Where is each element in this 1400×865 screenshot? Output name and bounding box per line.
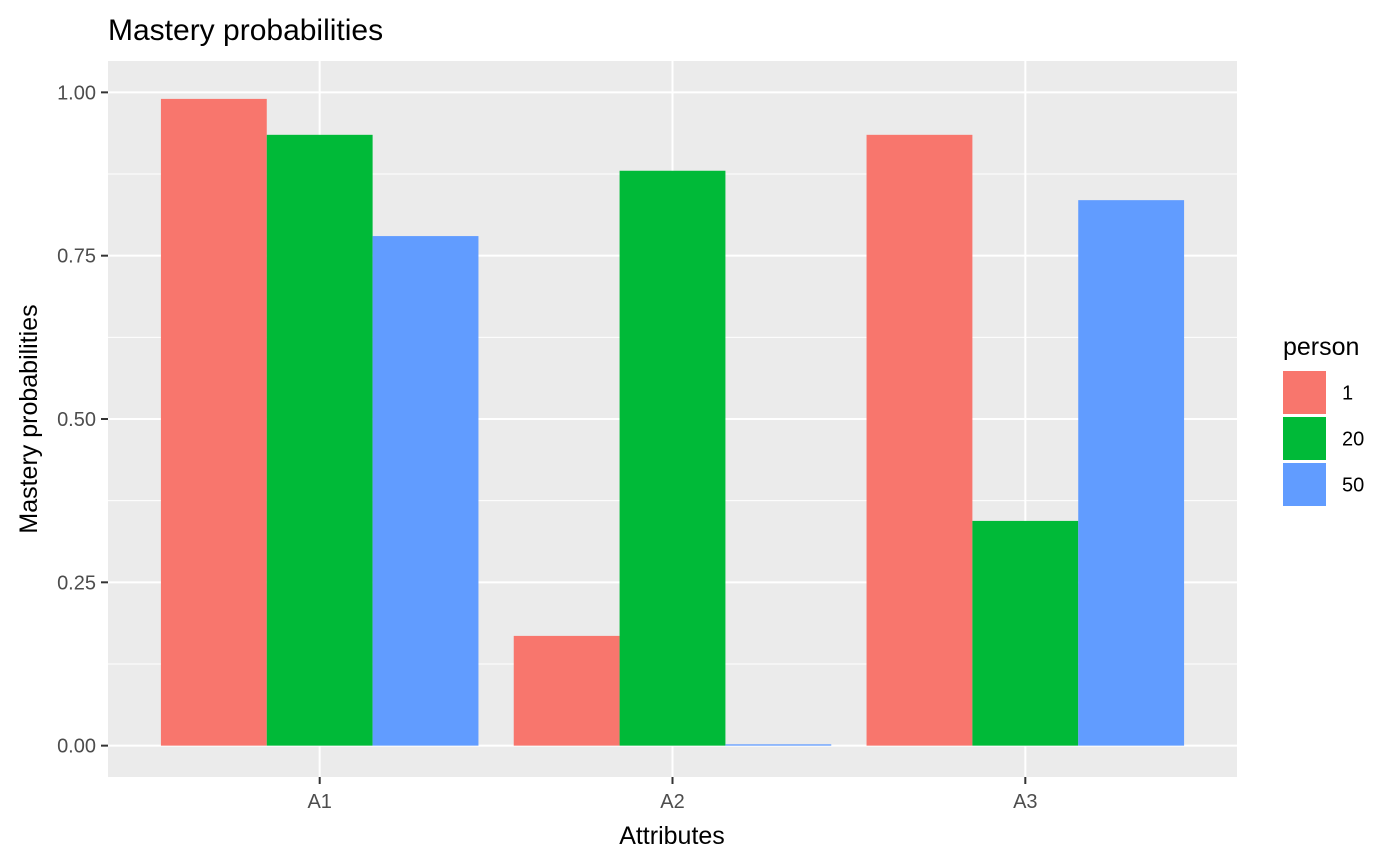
y-tick-label: 0.50: [57, 409, 96, 431]
y-axis-title: Mastery probabilities: [15, 304, 43, 533]
bar-a1-person-1: [160, 98, 267, 746]
legend-key-1: [1283, 371, 1326, 414]
x-axis-title: Attributes: [619, 822, 725, 850]
y-tick-label: 1.00: [57, 82, 96, 104]
bar-a3-person-1: [866, 134, 973, 746]
legend-label-20: 20: [1342, 429, 1364, 451]
chart-title: Mastery probabilities: [108, 14, 383, 47]
legend: person 1 20 50: [1283, 333, 1364, 506]
bar-a1-person-50: [372, 236, 479, 746]
legend-key-50: [1283, 463, 1326, 506]
legend-title: person: [1283, 333, 1359, 361]
y-tick-label: 0.25: [57, 572, 96, 594]
x-axis: A1 A2 A3: [307, 777, 1038, 813]
bar-a2-person-1: [513, 635, 620, 746]
x-tick-label: A3: [1013, 791, 1037, 813]
legend-label-50: 50: [1342, 475, 1364, 497]
legend-label-1: 1: [1342, 383, 1353, 405]
bar-a2-person-20: [619, 170, 726, 746]
x-tick-label: A1: [307, 791, 331, 813]
bars: [160, 98, 1185, 746]
x-tick-label: A2: [660, 791, 684, 813]
y-tick-label: 0.75: [57, 246, 96, 268]
bar-a3-person-50: [1078, 200, 1185, 746]
bar-a3-person-20: [972, 520, 1079, 746]
y-axis: 0.00 0.25 0.50 0.75 1.00: [57, 82, 108, 758]
bar-a1-person-20: [266, 134, 373, 746]
legend-key-20: [1283, 417, 1326, 460]
bar-a2-person-50: [725, 744, 832, 746]
y-tick-label: 0.00: [57, 736, 96, 758]
